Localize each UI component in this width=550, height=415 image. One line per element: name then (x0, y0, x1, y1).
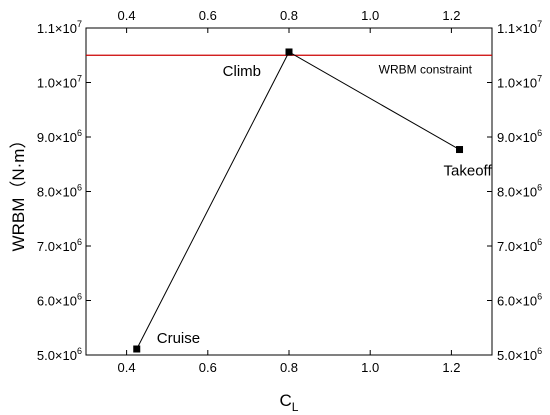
y-tick-mantissa: 1.0×10 (37, 76, 77, 91)
y-tick-label-right: 1.0×107 (497, 74, 542, 91)
y-tick-exponent: 6 (537, 346, 542, 356)
y-tick-label-left: 7.0×106 (37, 237, 82, 254)
y-tick-exponent: 6 (537, 237, 542, 247)
y-tick-exponent: 6 (537, 292, 542, 302)
y-tick-exponent: 7 (77, 19, 82, 29)
y-tick-mantissa: 7.0×10 (37, 239, 77, 254)
y-tick-label-right: 8.0×106 (497, 183, 542, 200)
x-tick-label-bottom: 0.6 (199, 360, 217, 375)
y-tick-exponent: 7 (537, 19, 542, 29)
y-tick-label-right: 1.1×107 (497, 19, 542, 36)
y-tick-exponent: 6 (537, 128, 542, 138)
ticks-layer: 0.40.40.60.60.80.81.01.01.21.25.0×106 5.0… (37, 8, 542, 375)
data-point-marker (456, 146, 464, 154)
x-tick-label-top: 0.4 (118, 8, 136, 23)
x-axis-title-main: C (280, 391, 292, 410)
y-tick-exponent: 7 (537, 74, 542, 84)
y-tick-label-left: 9.0×106 (37, 128, 82, 145)
plot-frame (85, 27, 493, 356)
y-tick-exponent: 6 (77, 128, 82, 138)
y-tick-exponent: 6 (77, 183, 82, 193)
series-line (136, 51, 460, 350)
y-tick-label-right: 9.0×106 (497, 128, 542, 145)
y-tick-mantissa: 6.0×10 (497, 294, 537, 309)
labels-layer: Cruise Climb Takeoff CL WRBM（N·m） (9, 63, 492, 414)
y-tick-exponent: 6 (77, 292, 82, 302)
y-tick-label-right: 6.0×106 (497, 292, 542, 309)
y-tick-exponent: 6 (537, 183, 542, 193)
y-tick-mantissa: 1.1×10 (497, 21, 537, 36)
y-tick-label-left: 5.0×106 (37, 346, 82, 363)
data-point-label: Takeoff (444, 163, 493, 180)
x-tick-label-top: 0.6 (199, 8, 217, 23)
data-point-label: Climb (223, 63, 261, 80)
y-tick-mantissa: 7.0×10 (497, 239, 537, 254)
series-layer (133, 48, 464, 353)
data-point-label: Cruise (157, 330, 200, 347)
x-tick-label-bottom: 0.8 (280, 360, 298, 375)
constraint-label: WRBM constraint (379, 62, 473, 76)
x-tick-label-top: 0.8 (280, 8, 298, 23)
y-tick-mantissa: 8.0×10 (497, 185, 537, 200)
y-tick-mantissa: 8.0×10 (37, 185, 77, 200)
x-axis-title-subscript: L (292, 400, 299, 414)
x-tick-label-bottom: 0.4 (118, 360, 136, 375)
constraint-layer: WRBM constraint (86, 54, 492, 76)
x-axis-title: CL (280, 391, 299, 414)
y-tick-exponent: 7 (77, 74, 82, 84)
y-tick-mantissa: 6.0×10 (37, 294, 77, 309)
x-tick-label-bottom: 1.2 (442, 360, 460, 375)
data-point-marker (133, 345, 141, 353)
y-tick-label-right: 7.0×106 (497, 237, 542, 254)
y-tick-mantissa: 5.0×10 (497, 348, 537, 363)
y-tick-mantissa: 9.0×10 (497, 130, 537, 145)
y-tick-label-right: 5.0×106 (497, 346, 542, 363)
y-tick-mantissa: 5.0×10 (37, 348, 77, 363)
x-tick-label-top: 1.2 (442, 8, 460, 23)
y-tick-exponent: 6 (77, 237, 82, 247)
y-tick-mantissa: 1.0×10 (497, 76, 537, 91)
y-axis-title: WRBM（N·m） (9, 132, 28, 252)
data-point-marker (285, 48, 293, 56)
y-tick-label-left: 6.0×106 (37, 292, 82, 309)
y-tick-mantissa: 9.0×10 (37, 130, 77, 145)
y-tick-label-left: 8.0×106 (37, 183, 82, 200)
y-tick-label-left: 1.1×107 (37, 19, 82, 36)
x-tick-label-top: 1.0 (361, 8, 379, 23)
x-tick-label-bottom: 1.0 (361, 360, 379, 375)
y-tick-label-left: 1.0×107 (37, 74, 82, 91)
y-tick-mantissa: 1.1×10 (37, 21, 77, 36)
y-tick-exponent: 6 (77, 346, 82, 356)
